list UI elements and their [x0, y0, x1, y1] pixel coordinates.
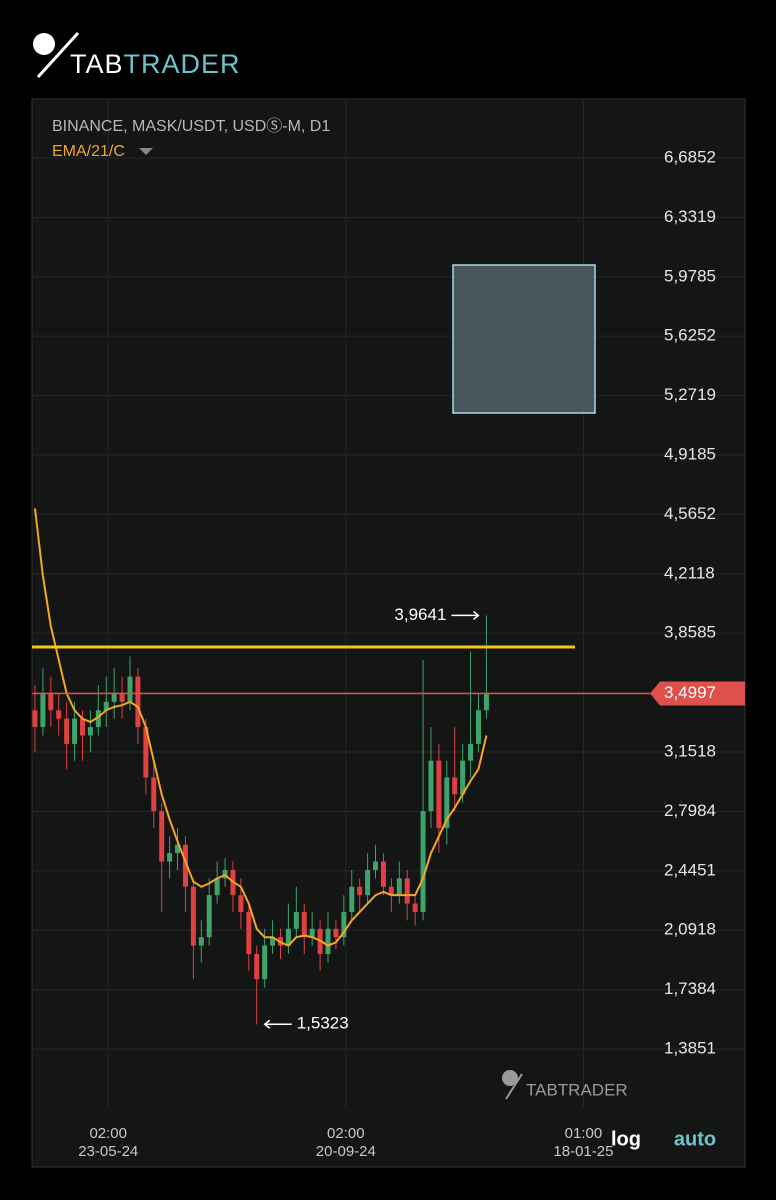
plot: 1,38511,73842,09182,44512,79843,15183,50…	[32, 99, 745, 1160]
x-tick-label: 20-09-24	[316, 1143, 376, 1160]
y-tick-label: 2,0918	[664, 920, 716, 939]
indicator-caret[interactable]	[139, 148, 153, 155]
candle-body	[159, 811, 165, 862]
y-tick-label: 5,9785	[664, 266, 716, 285]
candle-body	[373, 861, 379, 870]
y-tick-label: 6,3319	[664, 207, 716, 226]
x-tick-label: 01:00	[565, 1125, 603, 1142]
candle-body	[309, 928, 315, 938]
chart-title: BINANCE, MASK/USDT, USDⓈ-M, D1	[52, 117, 330, 135]
candle-body	[468, 743, 474, 761]
x-tick-label: 02:00	[89, 1125, 127, 1142]
y-tick-label: 1,7384	[664, 979, 716, 998]
auto-button[interactable]: auto	[674, 1128, 716, 1150]
candle-body	[40, 693, 46, 728]
y-tick-label: 2,7984	[664, 801, 716, 820]
candle-body	[167, 853, 173, 862]
candle-body	[79, 718, 85, 736]
candle-body	[111, 693, 117, 702]
last-price-label: 3,4997	[664, 683, 716, 702]
y-tick-label: 4,2118	[664, 563, 715, 582]
candle-body	[87, 727, 93, 736]
candle-body	[135, 676, 141, 728]
candle-body	[48, 693, 54, 711]
y-tick-label: 5,6252	[664, 326, 716, 345]
y-tick-label: 3,8585	[664, 623, 716, 642]
candle-body	[246, 911, 252, 955]
drawn-box	[452, 264, 596, 414]
candle-body	[262, 945, 268, 980]
y-tick-label: 6,6852	[664, 147, 716, 166]
y-tick-label: 3,1518	[664, 741, 716, 760]
candle-body	[475, 710, 481, 744]
x-tick-label: 23-05-24	[78, 1143, 138, 1160]
candle-body	[357, 886, 363, 896]
candle-body	[270, 937, 276, 946]
y-tick-label: 4,9185	[664, 444, 716, 463]
candle-body	[238, 895, 244, 912]
candle-body	[436, 760, 442, 828]
candle-body	[127, 676, 133, 702]
candle-body	[103, 701, 109, 711]
ema-line	[33, 508, 488, 947]
candle-body	[175, 844, 181, 854]
candle-body	[341, 911, 347, 938]
candle-body	[198, 937, 204, 946]
low-label: 1,5323	[297, 1014, 349, 1033]
candle-body	[325, 928, 331, 955]
candle-body	[182, 844, 188, 887]
y-tick-label: 1,3851	[664, 1038, 716, 1057]
candle-body	[95, 710, 101, 728]
y-tick-label: 4,5652	[664, 504, 716, 523]
candle-body	[32, 710, 38, 728]
y-tick-label: 5,2719	[664, 385, 716, 404]
logo-slash	[36, 31, 80, 79]
candle-body	[349, 886, 355, 912]
watermark: TABTRADER	[526, 1080, 628, 1099]
candle-body	[444, 777, 450, 828]
candle-body	[404, 878, 410, 904]
candle-body	[56, 710, 62, 719]
indicator[interactable]: EMA/21/C	[52, 143, 125, 160]
watermark-slash	[505, 1073, 523, 1100]
candle-body	[452, 777, 458, 795]
candle-body	[151, 777, 157, 812]
candle-body	[285, 928, 291, 946]
candle-body	[64, 718, 70, 744]
candle-body	[190, 886, 196, 946]
candle-body	[206, 895, 212, 938]
low-arrow	[263, 1019, 292, 1029]
candle-body	[412, 903, 418, 912]
candle-body	[72, 718, 78, 744]
log-button[interactable]: log	[611, 1128, 641, 1150]
high-arrow	[451, 610, 480, 621]
candle-body	[301, 911, 307, 938]
candle-body	[380, 861, 386, 887]
y-tick-label: 2,4451	[664, 860, 716, 879]
candle-body	[365, 869, 371, 896]
candle-body	[333, 928, 339, 938]
brand: TABTRADER	[70, 49, 241, 79]
candle-body	[420, 811, 426, 912]
candle-body	[254, 954, 260, 980]
candle-body	[293, 911, 299, 929]
x-tick-label: 02:00	[327, 1125, 365, 1142]
watermark-dot	[502, 1070, 518, 1086]
logo-dot	[33, 33, 55, 55]
high-label: 3,9641	[394, 605, 446, 624]
candle-body	[460, 760, 466, 795]
brand-a: TAB	[70, 49, 124, 79]
candle-body	[483, 693, 489, 711]
candle-body	[388, 886, 394, 896]
brand-b: TRADER	[124, 49, 241, 79]
candle-body	[214, 878, 220, 896]
candle-body	[396, 878, 402, 896]
candle-body	[428, 760, 434, 812]
candle-body	[119, 693, 125, 702]
candle-body	[143, 727, 149, 778]
last-price-tag	[650, 681, 745, 706]
x-tick-label: 18-01-25	[553, 1143, 613, 1160]
